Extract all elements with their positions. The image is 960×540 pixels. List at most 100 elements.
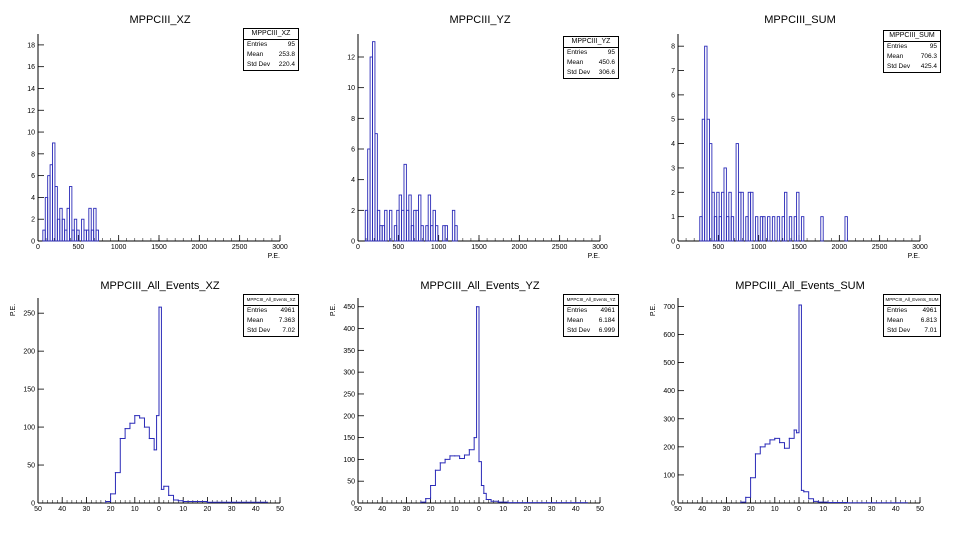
- stats-mean: 6.184: [598, 317, 615, 324]
- data-point: [798, 304, 800, 306]
- x-tick-label: 1000: [111, 244, 127, 251]
- stats-box: MPPCIII_All_Events_XZ Entries 4961 Mean 7.…: [243, 294, 299, 337]
- x-tick-label: 10: [179, 506, 187, 513]
- stats-entries-label: Entries: [247, 307, 268, 314]
- y-tick-label: 450: [343, 304, 355, 311]
- stats-std-label: Std Dev: [247, 61, 271, 68]
- plot-all-events-sum: 50 40 30 20 10 0 10 20 30 40 500100200300400500600…: [650, 298, 924, 513]
- histogram-bar: [88, 207, 92, 242]
- stats-box: MPPCIII_All_Events_SUM Entries 4961 Mean 6…: [883, 294, 941, 337]
- stats-box: MPPCIII_XZ Entries 95 Mean 253.8 Std Dev 22…: [243, 28, 299, 71]
- y-tick-label: 200: [23, 349, 35, 356]
- y-tick-label: 8: [671, 44, 675, 51]
- stats-std-label: Std Dev: [887, 63, 911, 70]
- stats-entries: 95: [929, 43, 937, 50]
- stats-entries: 4961: [600, 307, 615, 314]
- data-point: [206, 501, 208, 503]
- data-point: [129, 422, 131, 424]
- x-tick-label: 20: [204, 506, 212, 513]
- x-tick-label: 10: [451, 506, 459, 513]
- data-point: [459, 457, 461, 460]
- data-point: [808, 498, 810, 500]
- y-tick-label: 250: [343, 391, 355, 398]
- y-tick-label: 10: [347, 85, 355, 92]
- y-tick-label: 50: [27, 463, 35, 470]
- data-point: [231, 501, 233, 503]
- stats-name: MPPCIII_All_Events_YZ: [564, 295, 618, 306]
- data-point: [526, 501, 528, 504]
- y-tick-label: 6: [351, 147, 355, 154]
- data-point: [148, 437, 150, 440]
- y-tick-label: 18: [27, 42, 35, 49]
- data-point: [158, 306, 160, 308]
- y-tick-label: 100: [23, 425, 35, 432]
- stats-entries-label: Entries: [887, 43, 908, 50]
- data-point: [817, 501, 819, 503]
- y-tick-label: 400: [663, 388, 675, 395]
- histogram-bar: [418, 194, 422, 242]
- data-point: [473, 436, 475, 439]
- x-tick-label: 1500: [151, 244, 167, 251]
- y-tick-label: 500: [663, 360, 675, 367]
- x-tick-label: 0: [356, 244, 360, 251]
- x-tick-label: 20: [524, 506, 532, 513]
- x-tick-label: 30: [868, 506, 876, 513]
- data-point: [779, 442, 781, 444]
- data-point: [783, 447, 786, 449]
- data-point: [846, 502, 848, 504]
- data-point: [769, 439, 771, 441]
- y-tick-label: 150: [23, 387, 35, 394]
- stats-entries: 95: [287, 41, 295, 48]
- x-tick-label: 30: [403, 506, 411, 513]
- stats-mean-label: Mean: [567, 317, 584, 324]
- stats-entries-label: Entries: [247, 41, 268, 48]
- chart-title: MPPCIII_All_Events_SUM: [735, 280, 865, 292]
- x-tick-label: 2000: [832, 244, 848, 251]
- histogram-bar: [730, 216, 735, 242]
- histogram-bar: [384, 209, 388, 242]
- x-axis-label: P.E.: [588, 253, 600, 260]
- y-tick-label: 4: [351, 177, 355, 184]
- histogram-bar: [788, 216, 793, 242]
- y-tick-label: 16: [27, 64, 35, 71]
- x-tick-label: 0: [797, 506, 801, 513]
- y-tick-label: 8: [31, 151, 35, 158]
- y-tick-label: 0: [31, 501, 35, 508]
- y-tick-label: 300: [663, 416, 675, 423]
- histogram-bar: [800, 216, 805, 242]
- histogram-bar: [93, 207, 97, 242]
- data-point: [485, 498, 487, 501]
- data-point: [745, 496, 747, 498]
- histogram-bar: [54, 186, 58, 242]
- stats-entries: 4961: [922, 307, 937, 314]
- x-tick-label: 3000: [592, 244, 608, 251]
- data-point: [800, 489, 803, 491]
- data-point: [124, 427, 126, 430]
- stats-std: 425.4: [920, 63, 937, 70]
- histogram-bar: [771, 216, 776, 242]
- y-tick-label: 1: [671, 214, 675, 221]
- data-point: [793, 429, 795, 431]
- y-tick-label: 2: [351, 208, 355, 215]
- x-tick-label: 40: [378, 506, 386, 513]
- plot-all-events-yz: 50 40 30 20 10 0 10 20 30 40 500501001502002503003…: [330, 298, 604, 513]
- data-point: [480, 484, 483, 487]
- histogram-bar: [767, 216, 771, 242]
- y-axis-label: P.E.: [330, 304, 337, 316]
- data-point: [788, 437, 790, 440]
- chart-title: MPPCIII_SUM: [764, 14, 836, 26]
- stats-name: MPPCIII_All_Events_XZ: [244, 295, 298, 306]
- x-tick-label: 20: [844, 506, 852, 513]
- y-tick-label: 300: [343, 370, 355, 377]
- panel-xz: MPPCIII_XZ 0 500 1000 1500 2000 2500 3000 0 2 4 6 8…: [0, 0, 320, 270]
- data-point: [139, 417, 141, 419]
- y-tick-label: 12: [347, 55, 355, 62]
- histogram-bar: [784, 191, 788, 242]
- data-point: [134, 415, 136, 417]
- data-point: [434, 469, 437, 471]
- stats-entries: 4961: [280, 307, 295, 314]
- data-point: [425, 498, 427, 500]
- data-point: [463, 454, 466, 456]
- x-tick-label: 50: [674, 506, 682, 513]
- data-point: [750, 477, 752, 479]
